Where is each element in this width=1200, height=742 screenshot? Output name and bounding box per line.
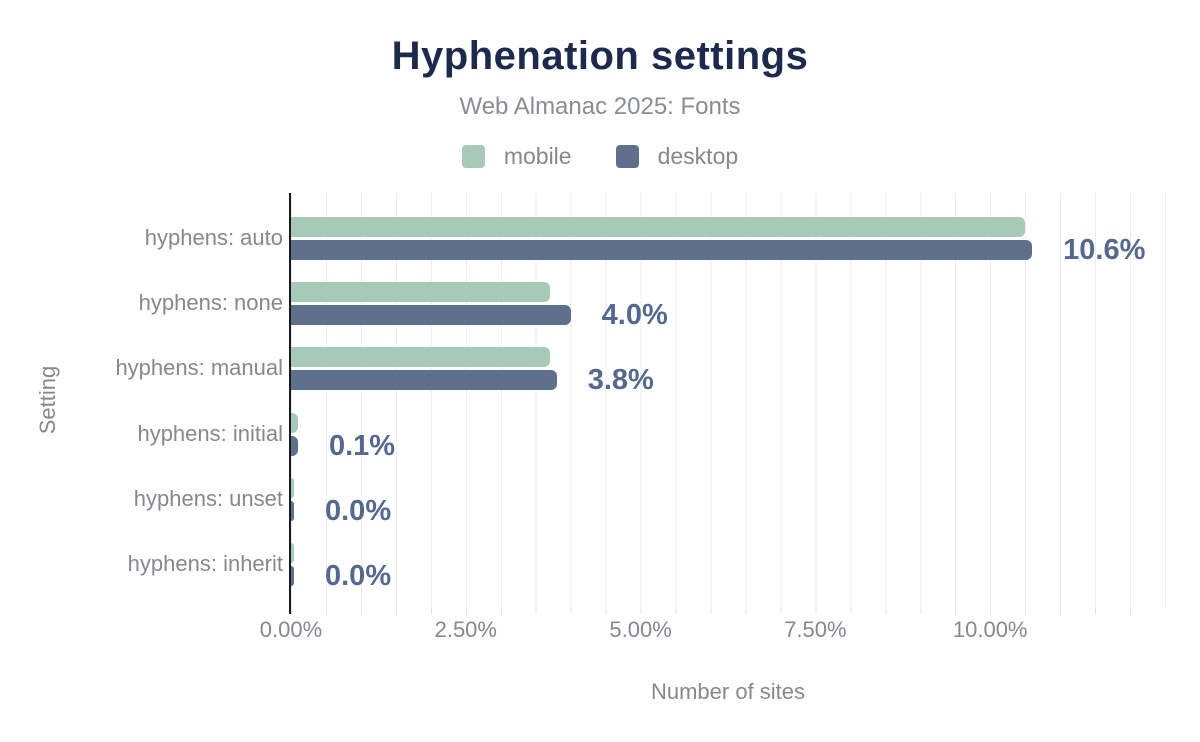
x-tick-label: 0.00% [259, 617, 323, 642]
value-label: 0.1% [328, 429, 396, 462]
bar-mobile [291, 216, 1026, 237]
plot-area: 10.6% 4.0% 3.8% 0.1% 0.0% 0.0% [291, 193, 1166, 608]
legend: mobile desktop [0, 143, 1200, 170]
mobile-swatch-icon [461, 145, 485, 168]
axis-tick-strip [291, 608, 1165, 614]
value-label: 10.6% [1063, 233, 1146, 266]
chart-title: Hyphenation settings [391, 34, 809, 78]
bar-mobile [291, 346, 550, 367]
category-label: hyphens: auto [144, 225, 283, 250]
y-axis-line [289, 193, 291, 614]
category-label: hyphens: unset [133, 486, 283, 511]
value-label: 0.0% [325, 494, 392, 527]
value-label: 0.0% [325, 559, 392, 592]
x-tick-label: 7.50% [784, 617, 847, 642]
x-tick-label: 2.50% [434, 617, 497, 642]
legend-item-desktop: desktop [615, 143, 739, 170]
legend-label-desktop: desktop [657, 143, 739, 169]
legend-item-mobile: mobile [461, 143, 572, 170]
x-axis-title: Number of sites [650, 679, 806, 704]
bar-mobile [291, 281, 550, 302]
x-tick-label: 10.00% [952, 617, 1028, 642]
bar-desktop [291, 239, 1033, 260]
value-label: 3.8% [587, 363, 654, 396]
chart-subtitle: Web Almanac 2025: Fonts [459, 93, 741, 120]
legend-label-mobile: mobile [503, 143, 572, 169]
category-labels: hyphens: auto hyphens: none hyphens: manua… [0, 0, 283, 742]
bar-desktop [291, 500, 294, 521]
category-label: hyphens: initial [137, 421, 283, 446]
category-label: hyphens: manual [115, 355, 283, 380]
desktop-swatch-icon [615, 145, 639, 168]
x-axis-ticks: 0.00% 2.50% 5.00% 7.50% 10.00% [260, 617, 1165, 645]
bar-mobile [291, 412, 298, 433]
bar-desktop [291, 304, 571, 325]
value-label: 4.0% [601, 298, 668, 331]
category-label: hyphens: none [138, 290, 283, 315]
bar-mobile [291, 477, 294, 498]
bar-desktop [291, 435, 298, 456]
bar-desktop [291, 369, 557, 390]
category-label: hyphens: inherit [127, 551, 283, 576]
bar-desktop [291, 565, 294, 586]
x-tick-label: 5.00% [609, 617, 672, 642]
bar-mobile [291, 542, 294, 563]
